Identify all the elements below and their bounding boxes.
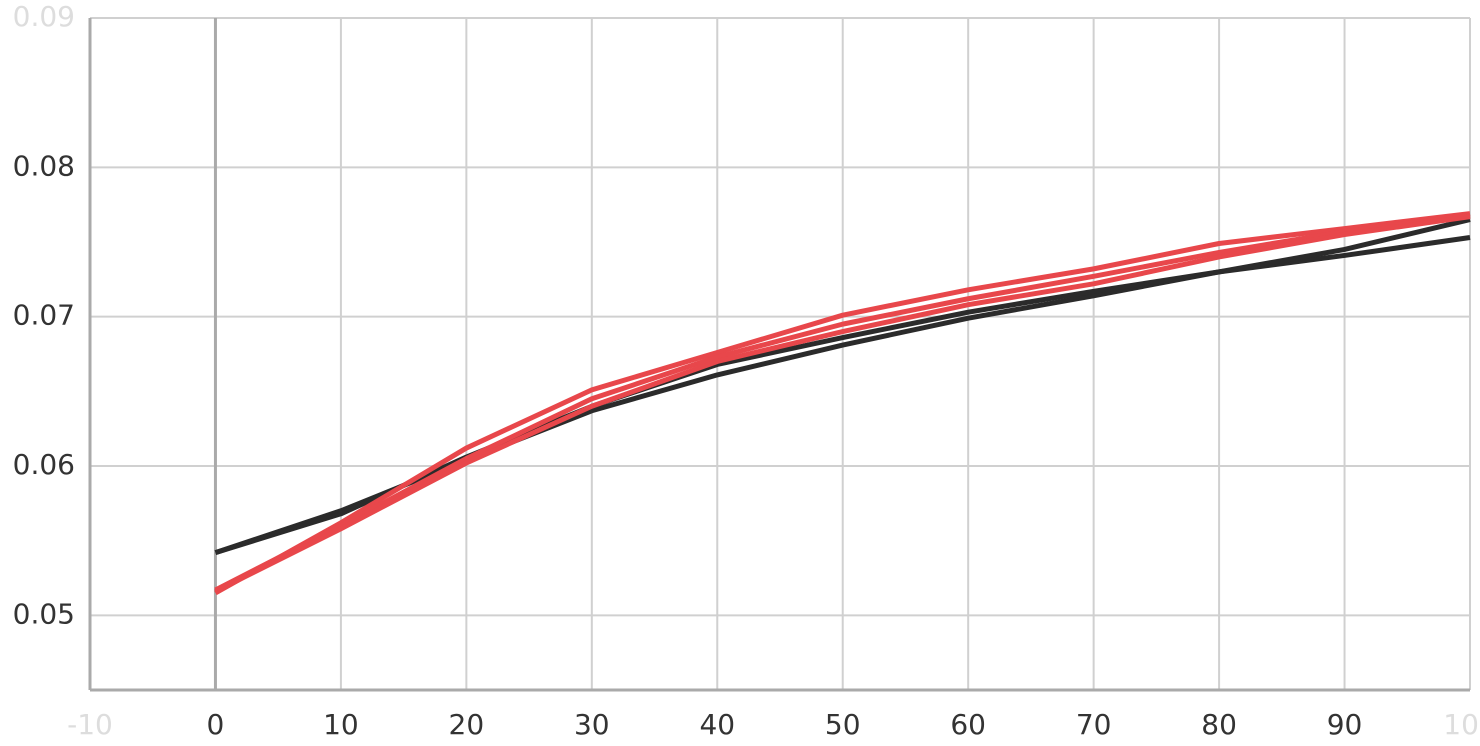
- y-tick-label: 0.07: [13, 299, 75, 332]
- series-line: [214, 211, 1471, 596]
- x-tick-label: 20: [449, 708, 485, 741]
- x-tick-label: 50: [825, 708, 861, 741]
- x-tick-label: 90: [1327, 708, 1363, 741]
- y-tick-label: 0.08: [13, 149, 75, 182]
- x-tick-label: 60: [950, 708, 986, 741]
- x-tick-label: 10: [323, 708, 359, 741]
- y-tick-label: 0.09: [13, 0, 75, 33]
- x-tick-label: 80: [1201, 708, 1237, 741]
- x-tick-label: -10: [67, 708, 113, 741]
- x-tick-label: 30: [574, 708, 610, 741]
- x-tick-label: 70: [1076, 708, 1112, 741]
- series-line: [214, 214, 1471, 594]
- x-tick-label: 40: [699, 708, 735, 741]
- x-tick-label: 0: [207, 708, 225, 741]
- y-tick-label: 0.05: [13, 597, 75, 630]
- series-line: [214, 212, 1471, 593]
- x-tick-label: 100: [1443, 708, 1480, 741]
- series-line: [214, 217, 1471, 556]
- y-tick-label: 0.06: [13, 448, 75, 481]
